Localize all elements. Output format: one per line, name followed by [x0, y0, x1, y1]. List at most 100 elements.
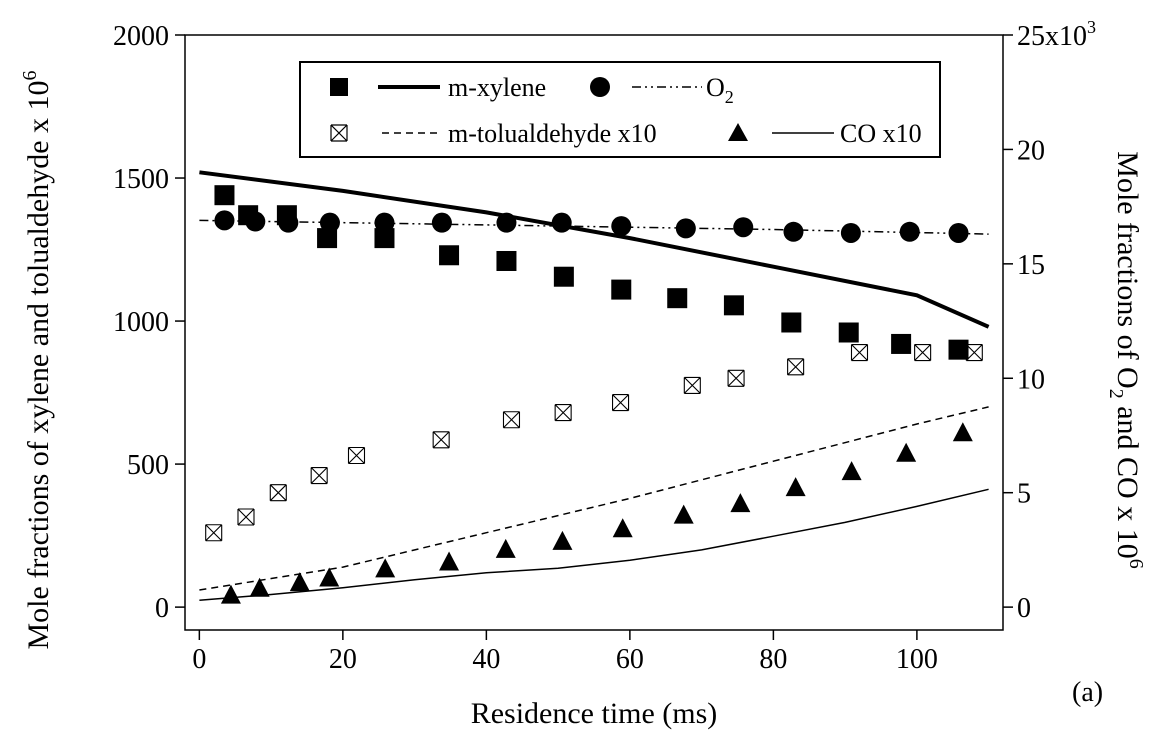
data-point-square	[948, 339, 969, 360]
data-point-bowtie	[310, 466, 328, 485]
data-point-circle	[783, 221, 804, 242]
data-point-circle	[374, 212, 395, 233]
x-tick-label: 20	[329, 644, 357, 675]
data-point-square	[374, 228, 395, 249]
data-point-bowtie	[787, 358, 805, 376]
data-point-circle	[551, 212, 572, 233]
data-point-triangle	[375, 558, 396, 578]
data-point-bowtie	[502, 411, 521, 429]
data-point-circle	[611, 216, 632, 237]
legend-box	[299, 61, 941, 158]
legend-entry-m-tolualdehyde: m-tolualdehyde x10	[330, 119, 657, 148]
data-point-circle	[214, 210, 235, 231]
series-line-co-x10-model	[199, 488, 989, 602]
left-axis-title: Mole fractions of xylene and tolualdehyd…	[19, 70, 55, 649]
legend-label: m-xylene	[448, 73, 546, 102]
data-point-bowtie	[727, 369, 745, 387]
data-point-bowtie	[683, 376, 701, 394]
data-point-circle	[899, 221, 920, 242]
legend: m-xylene O2 m-tolualdehyde x10 CO x10	[299, 61, 941, 158]
panel-label: (a)	[1072, 677, 1103, 708]
data-point-square	[611, 279, 632, 300]
series-line-m-xylene-model	[199, 170, 990, 329]
data-point-square	[781, 312, 802, 333]
y-right-tick-label: 20	[1017, 135, 1045, 166]
legend-entry-m-xylene: m-xylene	[330, 73, 546, 102]
y-left-tick-label: 2000	[113, 21, 169, 52]
data-point-circle	[496, 212, 517, 233]
y-right-tick-label: 0	[1017, 593, 1031, 624]
data-point-bowtie	[965, 343, 983, 362]
data-point-circle	[278, 212, 299, 233]
y-left-tick-label: 1500	[113, 164, 169, 195]
legend-triangle-marker	[728, 123, 748, 141]
data-point-circle	[948, 222, 969, 243]
series-layer	[199, 170, 990, 604]
data-point-triangle	[249, 577, 270, 597]
data-point-square	[667, 288, 688, 309]
legend-bowtie-marker	[330, 124, 348, 142]
data-point-square	[317, 228, 338, 249]
data-point-bowtie	[850, 343, 869, 362]
legend-entry-co: CO x10	[728, 119, 922, 148]
data-point-square	[439, 245, 460, 266]
data-point-bowtie	[432, 431, 450, 449]
data-point-triangle	[552, 530, 573, 550]
plot-frame	[184, 34, 1004, 631]
y-left-tick-label: 0	[155, 593, 169, 624]
x-tick-label: 40	[472, 644, 500, 675]
data-point-triangle	[841, 461, 862, 481]
legend-square-marker	[330, 78, 348, 96]
legend-label: m-tolualdehyde x10	[448, 119, 657, 148]
data-point-triangle	[439, 551, 460, 571]
x-axis-title: Residence time (ms)	[471, 697, 718, 730]
data-point-square	[214, 185, 235, 206]
legend-circle-marker	[590, 77, 610, 97]
data-point-triangle	[673, 504, 694, 524]
data-point-bowtie	[554, 404, 572, 422]
x-tick-label: 60	[616, 644, 644, 675]
y-right-tick-label: 25x103	[1017, 17, 1096, 52]
data-point-bowtie	[914, 343, 932, 362]
data-point-triangle	[319, 567, 340, 587]
data-point-bowtie	[237, 508, 255, 526]
data-point-circle	[733, 217, 754, 238]
x-tick-label: 80	[759, 644, 787, 675]
x-tick-label: 0	[192, 644, 206, 675]
data-point-triangle	[730, 493, 751, 513]
data-point-triangle	[495, 538, 516, 558]
data-point-square	[553, 266, 574, 287]
data-point-triangle	[289, 572, 310, 592]
data-point-triangle	[952, 422, 973, 442]
data-point-circle	[319, 212, 340, 233]
data-point-square	[496, 250, 517, 271]
data-point-triangle	[220, 584, 241, 604]
data-point-circle	[245, 211, 266, 232]
data-point-circle	[840, 222, 861, 243]
y-right-tick-label: 10	[1017, 364, 1045, 395]
data-point-bowtie	[347, 446, 366, 465]
series-line-m-tolualdehyde-x10-model	[199, 406, 989, 591]
data-point-triangle	[896, 442, 917, 462]
data-point-square	[723, 295, 744, 316]
data-point-bowtie	[611, 394, 630, 412]
data-point-triangle	[785, 477, 806, 497]
data-point-circle	[431, 212, 452, 233]
right-axis-title: Mole fractions of O2 and CO x 106	[1105, 151, 1147, 568]
y-left-tick-label: 500	[127, 450, 169, 481]
y-left-tick-label: 1000	[113, 307, 169, 338]
y-axis-left: 0 500 1000 1500 2000	[113, 21, 185, 624]
data-point-circle	[675, 218, 696, 239]
x-axis: 0 20 40 60 80 100	[192, 630, 938, 675]
legend-label: O2	[706, 73, 734, 107]
data-point-bowtie	[269, 484, 287, 502]
data-point-triangle	[612, 518, 633, 538]
y-right-tick-label: 15	[1017, 250, 1045, 281]
legend-entry-o2: O2	[590, 73, 734, 107]
data-point-square	[891, 333, 912, 354]
data-point-bowtie	[205, 524, 223, 542]
legend-label: CO x10	[840, 119, 922, 148]
y-axis-right: 0 5 10 15 20 25x103	[1003, 17, 1096, 624]
y-right-tick-label: 5	[1017, 479, 1031, 510]
